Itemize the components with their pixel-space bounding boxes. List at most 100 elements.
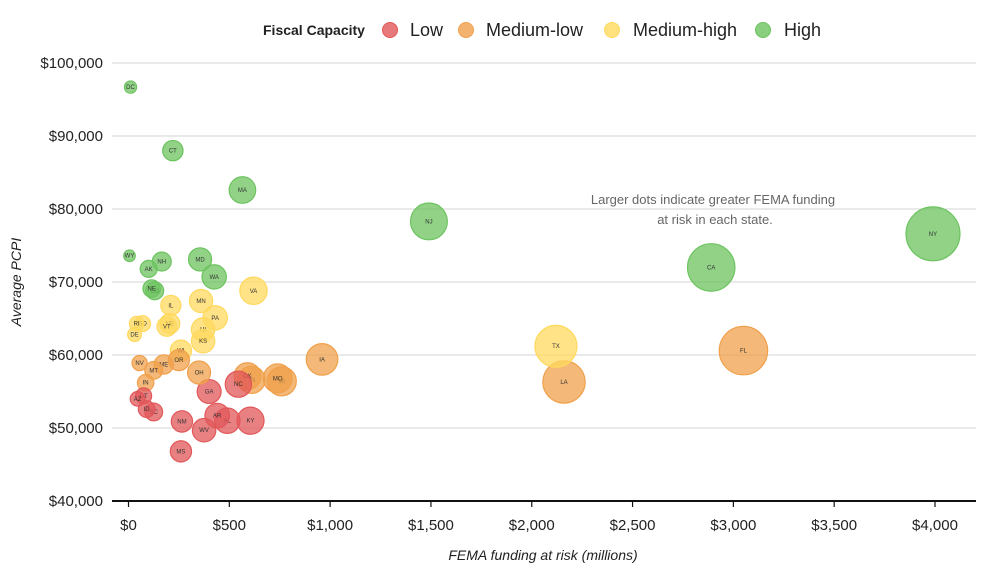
point-label: TX [552, 344, 560, 350]
data-point-mn[interactable] [188, 288, 214, 314]
data-point-tx[interactable] [534, 324, 578, 368]
x-tick-label: $0 [120, 517, 137, 534]
point-label: NV [135, 361, 143, 367]
data-point-wy[interactable] [123, 249, 136, 263]
data-point-wa[interactable] [201, 264, 227, 290]
legend-swatch-low [382, 22, 398, 38]
point-label: NE [148, 287, 156, 293]
point-label: AZ [134, 397, 142, 403]
y-tick-label: $80,000 [49, 201, 103, 218]
point-label: FL [740, 349, 748, 355]
point-label: CA [707, 265, 715, 271]
point-label: WV [199, 428, 209, 434]
point-label: NJ [425, 219, 432, 225]
x-tick-label: $500 [213, 517, 246, 534]
point-label: WA [209, 275, 218, 281]
x-tick-label: $3,000 [710, 517, 756, 534]
legend-swatch-high [755, 22, 771, 38]
y-axis-title: Average PCPI [8, 238, 24, 328]
point-label: IA [319, 357, 325, 363]
data-point-ct[interactable] [162, 139, 184, 162]
data-points: NYFLCALATXNJIAMIMOVATNKYOKMANCALARPAWAGA… [123, 80, 961, 463]
data-point-ne[interactable] [142, 279, 162, 298]
point-label: CT [169, 149, 177, 155]
legend-label: Low [410, 20, 444, 40]
data-point-nm[interactable] [170, 410, 194, 433]
data-point-wv[interactable] [191, 417, 217, 443]
point-label: RI [134, 322, 140, 328]
point-label: MD [195, 257, 205, 263]
point-label: OH [195, 371, 204, 377]
y-tick-label: $70,000 [49, 274, 103, 291]
data-point-az[interactable] [129, 390, 146, 407]
data-point-ma[interactable] [228, 176, 257, 204]
data-point-ks[interactable] [190, 328, 216, 354]
x-tick-label: $1,000 [307, 517, 353, 534]
data-point-vt[interactable] [156, 316, 178, 337]
annotation-line-1: Larger dots indicate greater FEMA fundin… [591, 192, 835, 207]
point-label: WY [125, 254, 135, 260]
point-label: KY [246, 419, 254, 425]
point-label: NH [157, 260, 166, 266]
data-point-ga[interactable] [196, 378, 222, 405]
point-label: IL [168, 303, 174, 309]
data-point-ak[interactable] [139, 259, 158, 278]
point-label: LA [560, 380, 567, 386]
data-point-ny[interactable] [905, 206, 961, 262]
point-label: NM [177, 419, 186, 425]
data-point-fl[interactable] [718, 325, 769, 376]
legend-swatch-medium-low [458, 22, 474, 38]
data-point-nj[interactable] [409, 202, 448, 241]
point-label: MO [273, 376, 283, 382]
data-point-nc[interactable] [224, 370, 253, 398]
data-point-ia[interactable] [305, 343, 339, 376]
y-tick-label: $90,000 [49, 128, 103, 145]
x-tick-label: $3,500 [811, 517, 857, 534]
point-label: MN [196, 299, 205, 305]
data-point-nv[interactable] [131, 354, 148, 372]
point-label: KS [199, 339, 207, 345]
legend-label: High [784, 20, 821, 40]
point-label: MS [176, 449, 185, 455]
data-point-dc[interactable] [123, 80, 138, 94]
x-tick-label: $1,500 [408, 517, 454, 534]
data-point-de[interactable] [127, 327, 143, 343]
x-tick-label: $2,500 [610, 517, 656, 534]
y-tick-label: $50,000 [49, 420, 103, 437]
legend-label: Medium-low [486, 20, 584, 40]
point-label: GA [205, 390, 214, 396]
x-tick-label: $4,000 [912, 517, 958, 534]
data-point-va[interactable] [239, 276, 268, 306]
legend-title: Fiscal Capacity [263, 22, 365, 38]
y-tick-label: $100,000 [40, 55, 103, 72]
point-label: MA [238, 188, 247, 194]
legend-swatch-medium-high [604, 22, 620, 38]
point-label: NY [929, 232, 937, 238]
point-label: IN [143, 381, 149, 387]
point-label: PA [211, 316, 219, 322]
x-tick-label: $2,000 [509, 517, 555, 534]
point-label: NC [234, 382, 243, 388]
point-label: ME [159, 362, 168, 368]
point-label: VA [250, 289, 258, 295]
y-tick-label: $60,000 [49, 347, 103, 364]
point-label: AK [145, 267, 153, 273]
point-label: AR [213, 414, 222, 420]
y-tick-label: $40,000 [49, 493, 103, 510]
point-label: VT [163, 325, 171, 331]
point-label: DC [126, 85, 135, 91]
data-point-ca[interactable] [686, 243, 736, 292]
point-label: MT [149, 368, 158, 374]
annotation-line-2: at risk in each state. [657, 212, 773, 227]
point-label: OR [174, 358, 184, 364]
x-axis-title: FEMA funding at risk (millions) [448, 547, 637, 563]
data-point-ms[interactable] [169, 440, 193, 463]
axes: $40,000 $50,000 $60,000 $70,000 $80,000 $90,0… [40, 55, 976, 534]
legend: Fiscal Capacity Low Medium-low Medium-high… [263, 20, 821, 40]
point-label: ID [144, 407, 151, 413]
legend-label: Medium-high [633, 20, 737, 40]
data-point-md[interactable] [187, 247, 213, 272]
point-label: DE [130, 333, 138, 339]
data-point-oh[interactable] [186, 360, 212, 385]
